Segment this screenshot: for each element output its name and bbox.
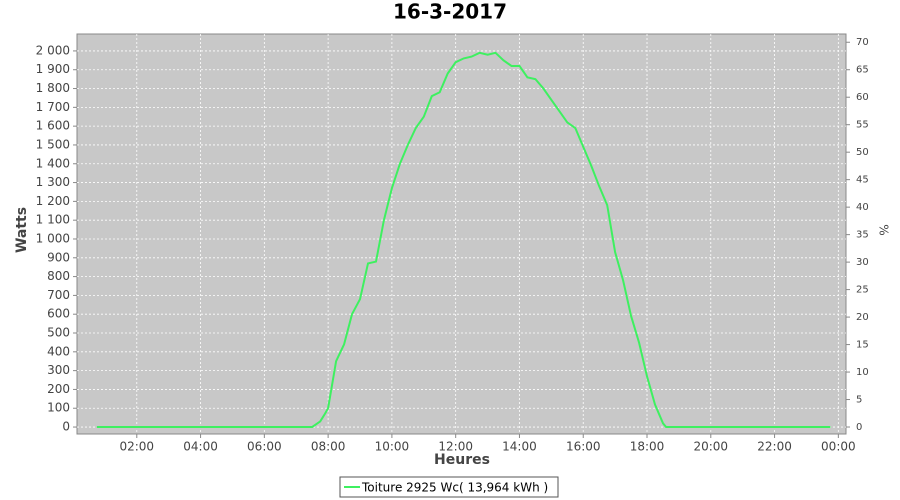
y-tick-label: 1 300 [36, 175, 70, 189]
y-tick-label: 1 000 [36, 231, 70, 245]
y2-tick-label: 45 [856, 175, 869, 186]
y-tick-label: 500 [47, 326, 70, 340]
x-tick-label: 14:00 [502, 440, 537, 454]
y-tick-label: 1 200 [36, 194, 70, 208]
x-tick-label: 18:00 [630, 440, 665, 454]
y2-tick-label: 30 [856, 257, 869, 268]
x-tick-label: 08:00 [311, 440, 346, 454]
y2-tick-label: 50 [856, 147, 869, 158]
y-tick-label: 1 700 [36, 100, 70, 114]
y-tick-label: 900 [47, 250, 70, 264]
y-tick-label: 1 500 [36, 137, 70, 151]
y-tick-label: 100 [47, 401, 70, 415]
x-tick-label: 04:00 [183, 440, 218, 454]
x-tick-label: 00:00 [821, 440, 856, 454]
y2-tick-label: 40 [856, 202, 869, 213]
legend-box [339, 476, 559, 498]
y2-tick-label: 25 [856, 285, 869, 296]
y2-tick-label: 5 [856, 395, 862, 406]
x-tick-label: 22:00 [757, 440, 792, 454]
y-tick-label: 600 [47, 307, 70, 321]
y-tick-label: 800 [47, 269, 70, 283]
x-tick-label: 02:00 [119, 440, 154, 454]
chart-title: 16-3-2017 [393, 0, 507, 24]
y2-tick-label: 55 [856, 120, 869, 131]
y2-tick-label: 65 [856, 65, 869, 76]
y-tick-label: 1 400 [36, 156, 70, 170]
y-tick-label: 200 [47, 382, 70, 396]
y-tick-label: 400 [47, 344, 70, 358]
y-tick-label: 1 800 [36, 81, 70, 95]
y-tick-label: 2 000 [36, 43, 70, 57]
y2-tick-label: 35 [856, 230, 869, 241]
y-tick-label: 700 [47, 288, 70, 302]
plot-area [76, 33, 847, 435]
x-tick-label: 06:00 [247, 440, 282, 454]
series-line [96, 51, 831, 428]
y2-tick-label: 70 [856, 37, 869, 48]
y2-tick-label: 10 [856, 367, 869, 378]
y-tick-label: 1 100 [36, 213, 70, 227]
y-tick-label: 1 900 [36, 62, 70, 76]
y-tick-label: 1 600 [36, 119, 70, 133]
x-tick-label: 16:00 [566, 440, 601, 454]
x-tick-label: 10:00 [375, 440, 410, 454]
y2-tick-label: 0 [856, 422, 862, 433]
y-tick-label: 0 [62, 420, 70, 434]
y-axis-label: Watts [14, 207, 30, 253]
x-tick-label: 20:00 [693, 440, 728, 454]
y2-tick-label: 60 [856, 92, 869, 103]
legend-label: Toiture 2925 Wc( 13,964 kWh ) [361, 481, 548, 495]
y-tick-label: 300 [47, 363, 70, 377]
x-tick-label: 12:00 [438, 440, 473, 454]
y2-tick-label: 20 [856, 312, 869, 323]
x-axis-label: Heures [434, 452, 490, 468]
y2-tick-label: 15 [856, 340, 869, 351]
y2-axis-label: % [877, 224, 891, 235]
